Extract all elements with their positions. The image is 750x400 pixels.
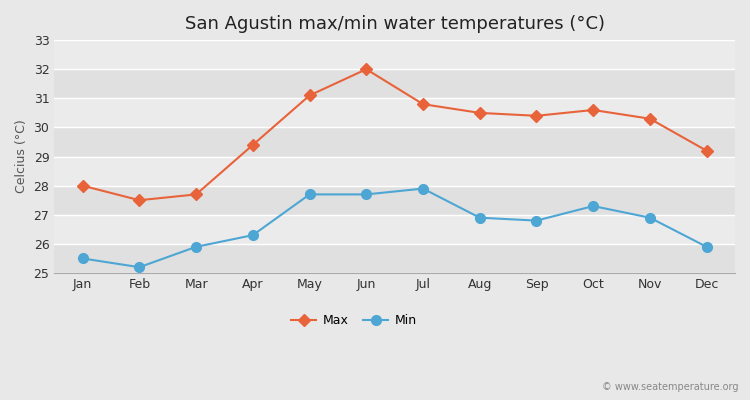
Bar (54, 215, 735, 244)
Legend: Max, Min: Max, Min (286, 309, 422, 332)
Bar (54, 156, 735, 186)
Bar (54, 186, 735, 215)
Min (476, 215, 484, 220)
Max (78, 183, 87, 188)
Text: © www.seatemperature.org: © www.seatemperature.org (602, 382, 739, 392)
Line: Max: Max (79, 65, 711, 204)
Bar (54, 244, 735, 273)
Min (248, 233, 257, 238)
Bar (54, 69, 735, 98)
Min (78, 256, 87, 261)
Min (135, 265, 144, 270)
Max (135, 198, 144, 203)
Min (702, 244, 711, 249)
Max (191, 192, 200, 197)
Max (646, 116, 655, 121)
Max (589, 108, 598, 112)
Max (476, 110, 484, 115)
Min (589, 204, 598, 208)
Max (305, 93, 314, 98)
Max (362, 67, 370, 72)
Min (646, 215, 655, 220)
Max (702, 148, 711, 153)
Bar (54, 40, 735, 69)
Bar (54, 128, 735, 156)
Min (305, 192, 314, 197)
Min (419, 186, 428, 191)
Y-axis label: Celcius (°C): Celcius (°C) (15, 120, 28, 194)
Title: San Agustin max/min water temperatures (°C): San Agustin max/min water temperatures (… (184, 15, 604, 33)
Max (419, 102, 428, 106)
Max (532, 114, 541, 118)
Min (191, 244, 200, 249)
Min (362, 192, 370, 197)
Max (248, 142, 257, 147)
Min (532, 218, 541, 223)
Bar (54, 98, 735, 128)
Line: Min: Min (78, 184, 712, 272)
